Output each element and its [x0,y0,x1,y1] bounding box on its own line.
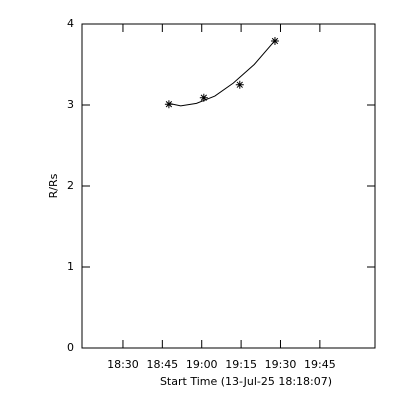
plot-frame [81,23,376,349]
data-point [235,80,244,89]
x-tick-label: 18:45 [146,358,178,371]
x-axis-label: Start Time (13-Jul-25 18:18:07) [160,375,332,388]
x-tick-label: 19:30 [265,358,297,371]
y-tick-label: 4 [67,17,74,30]
x-tick-label: 18:30 [107,358,139,371]
y-axis-label: R/Rs [47,173,60,198]
x-tick-label: 19:45 [304,358,336,371]
y-tick-label: 2 [67,179,74,192]
y-tick-label: 3 [67,98,74,111]
x-tick-label: 19:00 [186,358,218,371]
data-point [199,93,208,102]
y-tick-label: 0 [67,341,74,354]
y-tick-label: 1 [67,260,74,273]
data-point [164,100,173,109]
x-tick-label: 19:15 [225,358,257,371]
fit-curve [168,39,276,107]
